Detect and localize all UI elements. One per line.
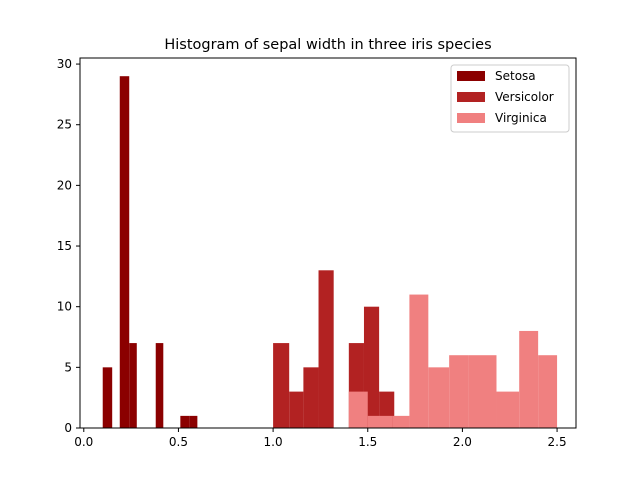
x-tick-label: 1.0 [264,435,283,449]
setosa-bar [129,343,137,428]
virginica-bar [468,355,497,428]
y-tick-label: 0 [64,421,72,435]
x-tick-label: 0.5 [169,435,188,449]
virginica-legend-swatch [457,113,485,123]
y-axis: 0 5 10 15 20 25 30 [57,57,80,435]
setosa-legend-label: Setosa [495,69,536,83]
virginica-bar [367,415,393,428]
x-tick-label: 0.0 [74,435,93,449]
y-tick-label: 15 [57,239,72,253]
setosa-bar [189,415,198,428]
y-tick-label: 5 [64,360,72,374]
setosa-legend-swatch [457,71,485,81]
virginica-bar [538,355,558,428]
virginica-bar [449,355,469,428]
virginica-bar [428,367,450,428]
chart-title: Histogram of sepal width in three iris s… [164,37,491,53]
versicolor-bar [318,270,334,428]
versicolor-bar [289,391,304,428]
setosa-bar [155,343,164,428]
y-tick-label: 30 [57,57,72,71]
y-tick-label: 25 [57,118,72,132]
x-tick-label: 2.5 [548,435,567,449]
virginica-bar [392,415,410,428]
versicolor-bar [273,343,290,428]
versicolor-legend-swatch [457,92,485,102]
plot-frame [79,57,577,429]
versicolor-legend-label: Versicolor [495,90,554,104]
x-tick-label: 2.0 [453,435,472,449]
virginica-legend-label: Virginica [495,111,547,125]
x-tick-label: 1.5 [358,435,377,449]
virginica-bar [496,391,520,428]
virginica-bar [519,330,539,428]
x-axis: 0.0 0.5 1.0 1.5 2.0 2.5 [74,428,567,449]
versicolor-bar [363,306,380,428]
setosa-bar [119,76,130,428]
setosa-bar [180,415,190,428]
virginica-bar [348,391,368,428]
legend: Setosa Versicolor Virginica [450,64,570,133]
versicolor-bar [303,367,319,428]
y-tick-label: 10 [57,300,72,314]
bars-layer [102,76,558,428]
y-tick-label: 20 [57,178,72,192]
setosa-bar [102,367,113,428]
virginica-bar [409,294,429,428]
